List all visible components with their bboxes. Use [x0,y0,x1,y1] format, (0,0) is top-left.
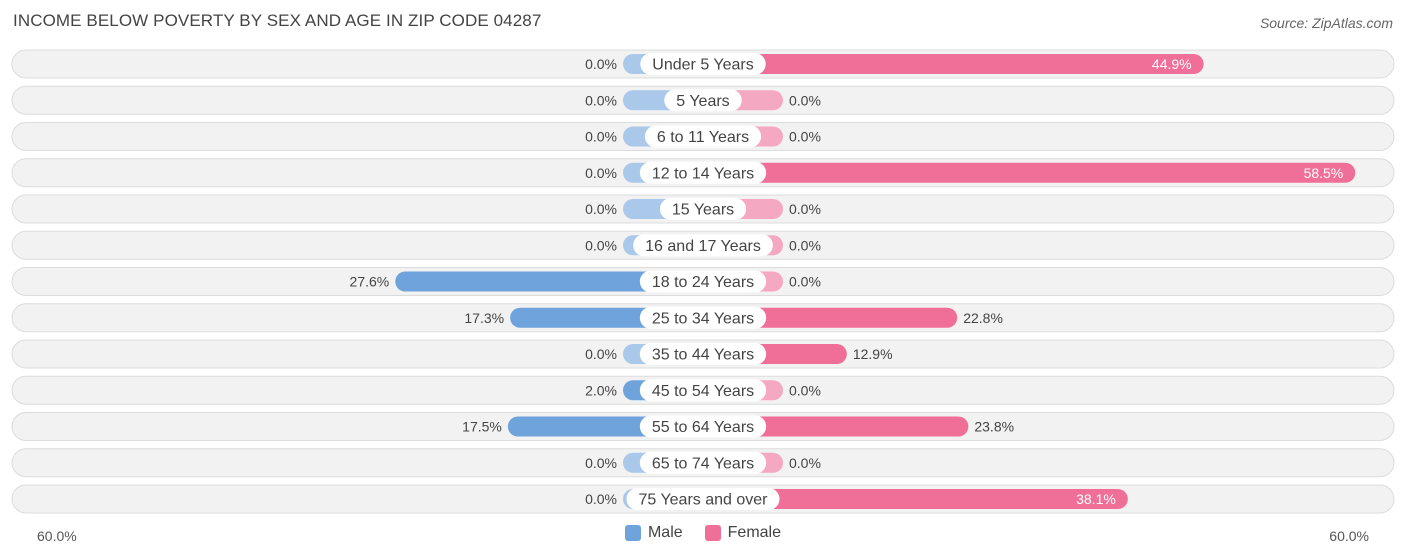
chart-title: INCOME BELOW POVERTY BY SEX AND AGE IN Z… [13,11,542,30]
chart-row: 16 and 17 Years 0.0% 0.0% [11,230,1395,260]
category-label-pill [659,198,747,220]
category-label: 25 to 34 Years [652,310,754,327]
category-label-pill [633,234,773,257]
legend-swatch-male [624,525,641,541]
category-label: 75 Years and over [639,492,769,509]
source-credit: Source: ZipAtlas.com [1259,15,1393,31]
legend-label-female: Female [727,524,782,541]
value-label-male: 17.5% [462,419,502,435]
category-label: 12 to 14 Years [652,165,754,182]
chart-row: 45 to 54 Years 2.0% 0.0% [11,375,1395,405]
chart-row: 6 to 11 Years 0.0% 0.0% [11,122,1395,151]
value-label-male: 0.0% [585,491,617,507]
chart-row: 5 Years 0.0% 0.0% [11,85,1395,115]
value-label-male: 0.0% [585,56,617,72]
category-label-pill [640,53,766,75]
category-label-pill [639,343,767,365]
category-label: 6 to 11 Years [657,129,749,146]
bar-female [703,307,958,328]
chart-row: Under 5 Years 0.0% 44.9% [11,49,1395,79]
chart-row: 35 to 44 Years 0.0% 12.9% [11,339,1395,369]
category-label: 45 to 54 Years [652,383,754,400]
value-label-female: 0.0% [789,201,821,217]
chart-row: 75 Years and over 0.0% 38.1% [11,484,1395,514]
category-label-pill [639,161,767,184]
value-label-male: 2.0% [585,382,617,398]
chart-row: 12 to 14 Years 0.0% 58.5% [11,158,1395,188]
category-label: 5 Years [676,93,729,110]
value-label-female: 38.1% [1076,491,1116,507]
value-label-male: 27.6% [350,274,390,290]
chart-row: 55 to 64 Years 17.5% 23.8% [11,412,1395,441]
value-label-female: 0.0% [789,274,821,290]
category-label: Under 5 Years [652,57,753,74]
category-label-pill [626,488,780,510]
value-label-female: 23.8% [974,419,1014,435]
bar-male [395,271,703,292]
legend-label-male: Male [647,524,683,541]
legend-item-male: Male [624,524,683,542]
value-label-male: 0.0% [585,346,617,362]
category-label-pill [639,270,767,293]
category-label-pill [639,451,767,474]
category-label: 15 Years [672,202,734,219]
value-label-male: 0.0% [585,455,617,471]
category-label: 55 to 64 Years [652,419,754,436]
value-label-female: 22.8% [963,310,1003,326]
value-label-male: 0.0% [585,165,617,181]
value-label-female: 0.0% [789,129,821,145]
value-label-female: 12.9% [853,346,893,362]
category-label-pill [639,379,767,402]
value-label-female: 0.0% [789,382,821,398]
bar-female [703,416,969,437]
legend: Male Female [0,524,1406,542]
legend-item-female: Female [704,524,782,542]
category-label: 18 to 24 Years [652,274,754,291]
value-label-female: 0.0% [789,237,821,253]
value-label-female: 44.9% [1152,56,1192,72]
bar-female [703,54,1204,74]
category-label: 35 to 44 Years [652,347,754,364]
value-label-male: 0.0% [585,237,617,253]
category-label-pill [644,125,762,148]
value-label-male: 0.0% [585,201,617,217]
value-label-male: 0.0% [585,129,617,145]
value-label-male: 0.0% [585,92,617,108]
category-label: 65 to 74 Years [652,455,754,472]
category-label: 16 and 17 Years [645,238,761,255]
value-label-female: 0.0% [789,92,821,108]
category-label-pill [639,306,767,329]
axis-right-label: 60.0% [1329,528,1369,544]
axis-left-label: 60.0% [37,528,77,544]
category-label-pill [639,415,767,438]
chart-row: 65 to 74 Years 0.0% 0.0% [11,448,1395,478]
bar-female [703,162,1356,183]
value-label-male: 17.3% [464,310,504,326]
chart-row: 15 Years 0.0% 0.0% [11,194,1395,224]
legend-swatch-female [704,525,721,541]
chart-row: 25 to 34 Years 17.3% 22.8% [11,303,1395,333]
bar-female [703,489,1128,509]
chart-row: 18 to 24 Years 27.6% 0.0% [11,267,1395,296]
value-label-female: 58.5% [1304,165,1344,181]
category-label-pill [664,89,742,112]
value-label-female: 0.0% [789,455,821,471]
